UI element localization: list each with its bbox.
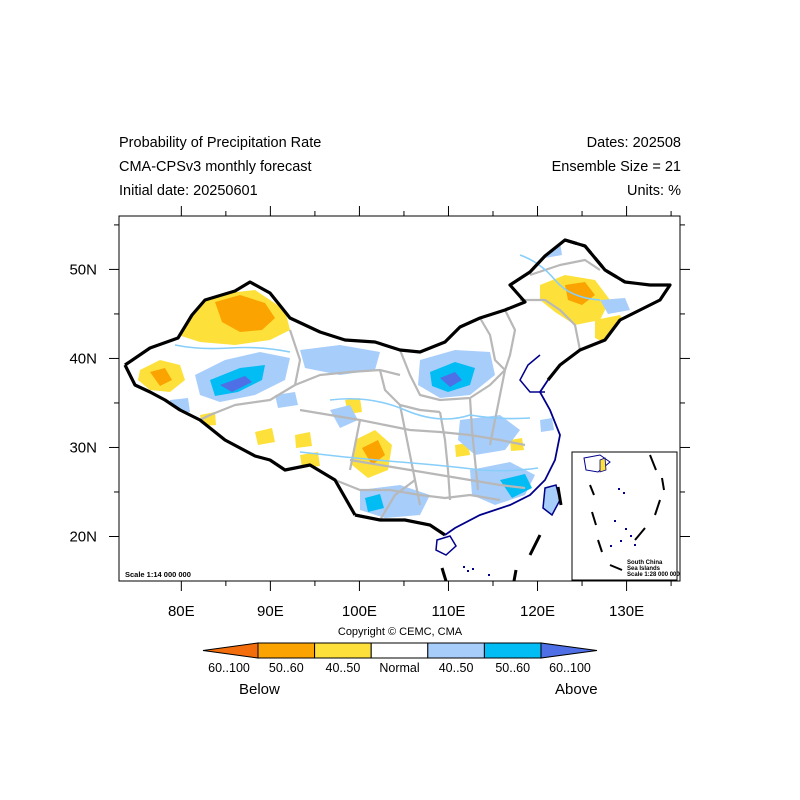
below-label: Below [239, 681, 280, 698]
inset-title-line-1: South China [627, 560, 663, 566]
below-50-60-patch [150, 368, 172, 386]
national-border-west [123, 364, 357, 516]
hainan-island [435, 535, 457, 556]
colorbar-above-triangle [540, 642, 598, 659]
colorbar-box [257, 642, 316, 659]
south-sea-dashes [440, 486, 563, 581]
title-line-1: Probability of Precipitation Rate [119, 135, 322, 151]
lat-tick-label: 30N [69, 439, 97, 456]
colorbar-label: 50..60 [269, 661, 304, 675]
lon-tick-label: 130E [609, 603, 644, 620]
colorbar-label: 60..100 [549, 661, 591, 675]
above-60-100-patch [220, 376, 252, 392]
province-boundaries [199, 258, 601, 521]
above-40-50-patch [540, 418, 554, 432]
above-40-50-patch [275, 392, 298, 408]
colorbar: 60..100 50..60 40..50 Normal 40..50 50..60 60.… [202, 642, 598, 675]
colorbar-box [483, 642, 542, 659]
lon-tick-label: 80E [168, 603, 195, 620]
colorbar-label: 40..50 [326, 661, 361, 675]
below-50-60-patch [362, 440, 385, 465]
lat-tick-label: 40N [69, 350, 97, 367]
south-china-sea-inset: South China Sea Islands Scale 1:28 000 0… [571, 451, 680, 581]
title-line-3: Initial date: 20250601 [119, 183, 258, 199]
national-border [124, 238, 672, 381]
coastline [444, 379, 561, 536]
disputed-border [564, 238, 626, 284]
colorbar-label: 40..50 [439, 661, 474, 675]
map-scale-label: Scale 1:14 000 000 [125, 570, 191, 579]
colorbar-box [427, 642, 485, 659]
lon-tick-label: 120E [520, 603, 555, 620]
above-label: Above [555, 681, 598, 698]
below-40-50-patch [300, 452, 320, 468]
below-50-60-patch [565, 282, 595, 305]
below-40-50-patch [255, 428, 275, 445]
lon-tick-label: 90E [257, 603, 284, 620]
colorbar-label: 60..100 [208, 661, 250, 675]
below-40-50-patch [295, 432, 312, 448]
dates-label: Dates: 202508 [586, 135, 681, 151]
above-60-100-patch [440, 372, 462, 387]
lon-tick-label: 110E [432, 603, 466, 620]
colorbar-box [314, 642, 372, 659]
above-50-60-patch [365, 494, 384, 512]
axis-layer: 80E 90E 100E 110E 120E 130E 20N 30N 40N 50N [69, 206, 690, 620]
copyright-label: Copyright © CEMC, CMA [337, 626, 463, 638]
bohai-coast [519, 354, 545, 393]
title-line-2: CMA-CPSv3 monthly forecast [119, 159, 312, 175]
scattered-islands [463, 566, 490, 576]
above-40-50-patch [600, 298, 630, 314]
colorbar-label: Normal [379, 661, 419, 675]
colorbar-box [370, 642, 429, 659]
colorbar-below-triangle [202, 642, 259, 659]
ensemble-size-label: Ensemble Size = 21 [551, 159, 681, 175]
lon-tick-label: 100E [342, 603, 377, 620]
lat-tick-label: 50N [69, 261, 97, 278]
inland-rivers [174, 254, 601, 472]
national-border-south [354, 513, 446, 537]
above-40-50-patch [300, 345, 380, 375]
inset-title-line-2: Sea Islands [627, 566, 661, 572]
inset-scale-label: Scale 1:28 000 000 [627, 572, 680, 578]
units-label: Units: % [627, 183, 681, 199]
colorbar-label: 50..60 [495, 661, 530, 675]
lat-tick-label: 20N [69, 528, 97, 545]
taiwan-island [542, 484, 561, 517]
below-50-60-patch [215, 295, 275, 332]
